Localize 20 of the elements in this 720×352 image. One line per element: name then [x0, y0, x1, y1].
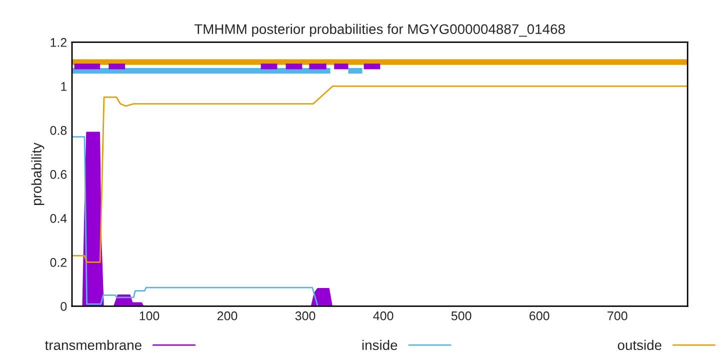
y-tick-label: 1.2 [50, 38, 67, 47]
y-tick-label: 0 [60, 302, 67, 311]
y-tick-label: 0.6 [50, 170, 67, 179]
x-tick-label: 500 [451, 311, 472, 320]
line-series [72, 86, 688, 263]
y-tick-label: 0.8 [50, 126, 67, 135]
x-tick-label: 600 [530, 311, 550, 320]
x-tick-label: 400 [373, 311, 394, 320]
legend-label: transmembrane [45, 340, 142, 350]
x-tick-label: 100 [140, 311, 160, 320]
y-tick-label: 0.2 [50, 258, 67, 267]
x-tick-label: 300 [295, 311, 316, 320]
y-axis-title: probability [31, 142, 44, 205]
y-tick-label: 0.4 [50, 214, 67, 223]
legend-label: inside [362, 340, 398, 350]
y-tick-label: 1 [61, 82, 67, 91]
x-tick-label: 700 [608, 311, 628, 320]
x-tick-label: 200 [217, 311, 238, 320]
legend-label: outside [618, 340, 662, 350]
chart-title: TMHMM posterior probabilities for MGYG000004887_01468 [194, 24, 565, 37]
